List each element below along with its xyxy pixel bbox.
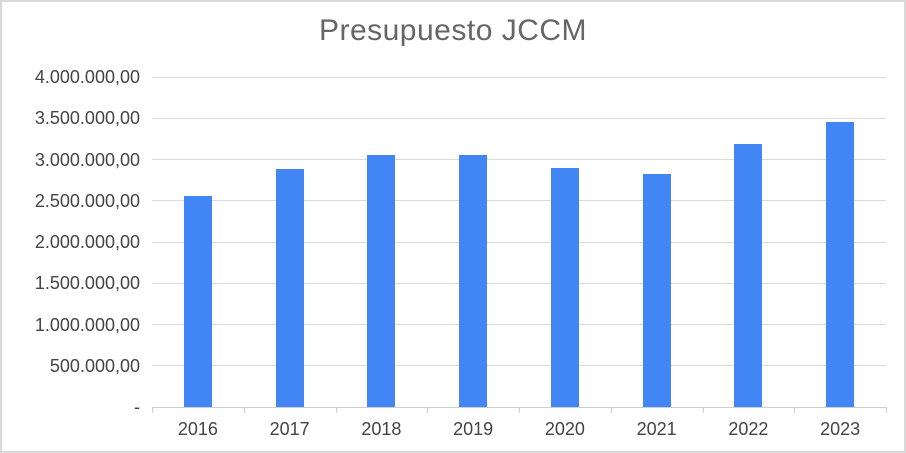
bar-2021	[642, 173, 671, 407]
x-tick-label-2019: 2019	[453, 419, 494, 439]
x-axis-tick	[702, 407, 704, 413]
x-axis-tick	[610, 407, 612, 413]
bar-2023	[826, 122, 855, 407]
x-tick-label-2021: 2021	[636, 419, 677, 439]
gridline-3.000.000,00	[152, 159, 886, 160]
y-tick-label: 1.500.000,00	[34, 273, 140, 294]
x-tick-label-2017: 2017	[269, 419, 310, 439]
x-axis-tick	[519, 407, 520, 413]
gridline-3.500.000,00	[152, 117, 886, 119]
plot-area	[152, 76, 886, 407]
x-tick-label-2018: 2018	[361, 419, 402, 439]
y-tick-label: 3.000.000,00	[34, 149, 140, 170]
gridline-1.000.000,00	[152, 324, 886, 325]
y-tick-label: 1.000.000,00	[34, 314, 140, 335]
x-axis-tick	[335, 407, 337, 413]
x-tick-label-2022: 2022	[728, 419, 769, 439]
bar-2019	[459, 155, 488, 407]
chart-title: Presupuesto JCCM	[318, 14, 588, 47]
x-tick-label-2016: 2016	[177, 419, 218, 439]
y-tick-label: 500.000,00	[49, 355, 140, 376]
gridline-1.500.000,00	[152, 282, 886, 284]
x-tick-label-2023: 2023	[820, 419, 861, 439]
y-tick-label: 4.000.000,00	[34, 67, 140, 87]
y-tick-label: 3.500.000,00	[34, 108, 140, 129]
x-axis-tick	[794, 407, 796, 413]
gridline-2.500.000,00	[152, 200, 886, 202]
gridline-2.000.000,00	[152, 241, 886, 243]
gridline-500.000,00	[152, 365, 886, 367]
x-axis-tick	[427, 407, 429, 413]
y-tick-label: 2.500.000,00	[34, 190, 140, 211]
x-tick-label-2020: 2020	[544, 419, 585, 439]
bar-2016	[183, 195, 212, 407]
y-tick-label: -	[134, 397, 140, 417]
x-axis-tick	[243, 407, 245, 413]
bar-2020	[550, 167, 579, 407]
x-axis-tick	[886, 407, 887, 413]
bar-2017	[275, 169, 304, 407]
bar-2018	[367, 155, 396, 407]
y-tick-label: 2.000.000,00	[34, 232, 140, 252]
gridline-4.000.000,00	[152, 76, 886, 78]
x-axis-tick	[152, 407, 153, 413]
bar-2022	[734, 143, 763, 407]
